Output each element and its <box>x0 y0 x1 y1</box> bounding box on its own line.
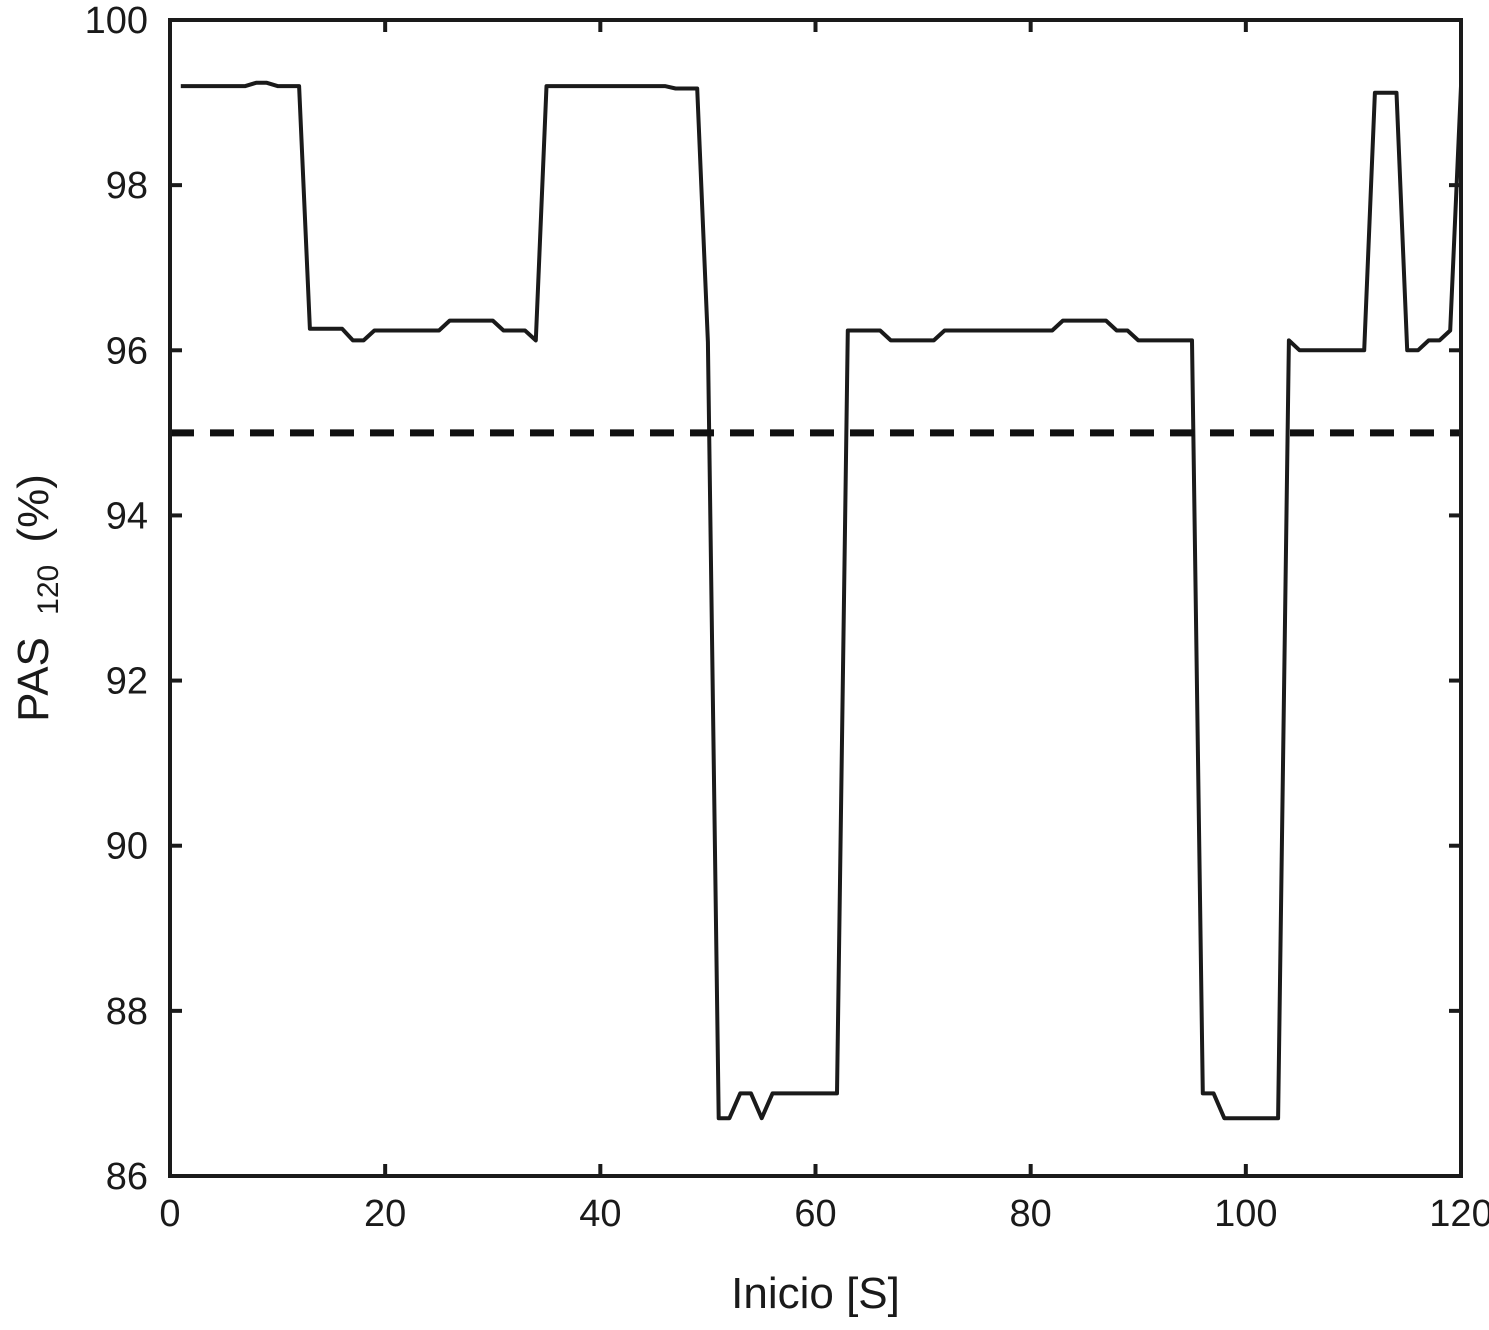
y-axis-title: PAS 120 (%) <box>9 474 68 722</box>
y-axis-title-unit: (%) <box>9 474 58 542</box>
y-tick-label: 90 <box>106 826 148 868</box>
x-tick-label: 20 <box>364 1193 406 1235</box>
y-axis-title-subscript: 120 <box>32 565 65 615</box>
series-group <box>170 80 1463 1121</box>
x-tick-label: 40 <box>579 1193 621 1235</box>
x-axis-title: Inicio [S] <box>731 1269 900 1318</box>
x-tick-label: 100 <box>1214 1193 1277 1235</box>
x-tick-label: 80 <box>1010 1193 1052 1235</box>
y-tick-label: 98 <box>106 165 148 207</box>
y-tick-label: 92 <box>106 661 148 703</box>
y-tick-label: 96 <box>106 330 148 372</box>
x-tick-label: 60 <box>794 1193 836 1235</box>
y-tick-label: 88 <box>106 991 148 1033</box>
y-axis-title-main: PAS <box>9 637 58 722</box>
series-line <box>180 80 1463 1121</box>
plot-frame <box>168 18 1463 1178</box>
x-axis-ticks: 0 20 40 60 80 100 120 <box>159 20 1489 1235</box>
x-tick-label: 120 <box>1429 1193 1489 1235</box>
x-tick-label: 0 <box>159 1193 180 1235</box>
y-tick-label: 94 <box>106 495 148 537</box>
y-tick-label: 86 <box>106 1156 148 1198</box>
y-tick-label: 100 <box>85 0 148 42</box>
y-axis-ticks: 86 88 90 92 94 96 98 100 <box>85 0 1461 1198</box>
